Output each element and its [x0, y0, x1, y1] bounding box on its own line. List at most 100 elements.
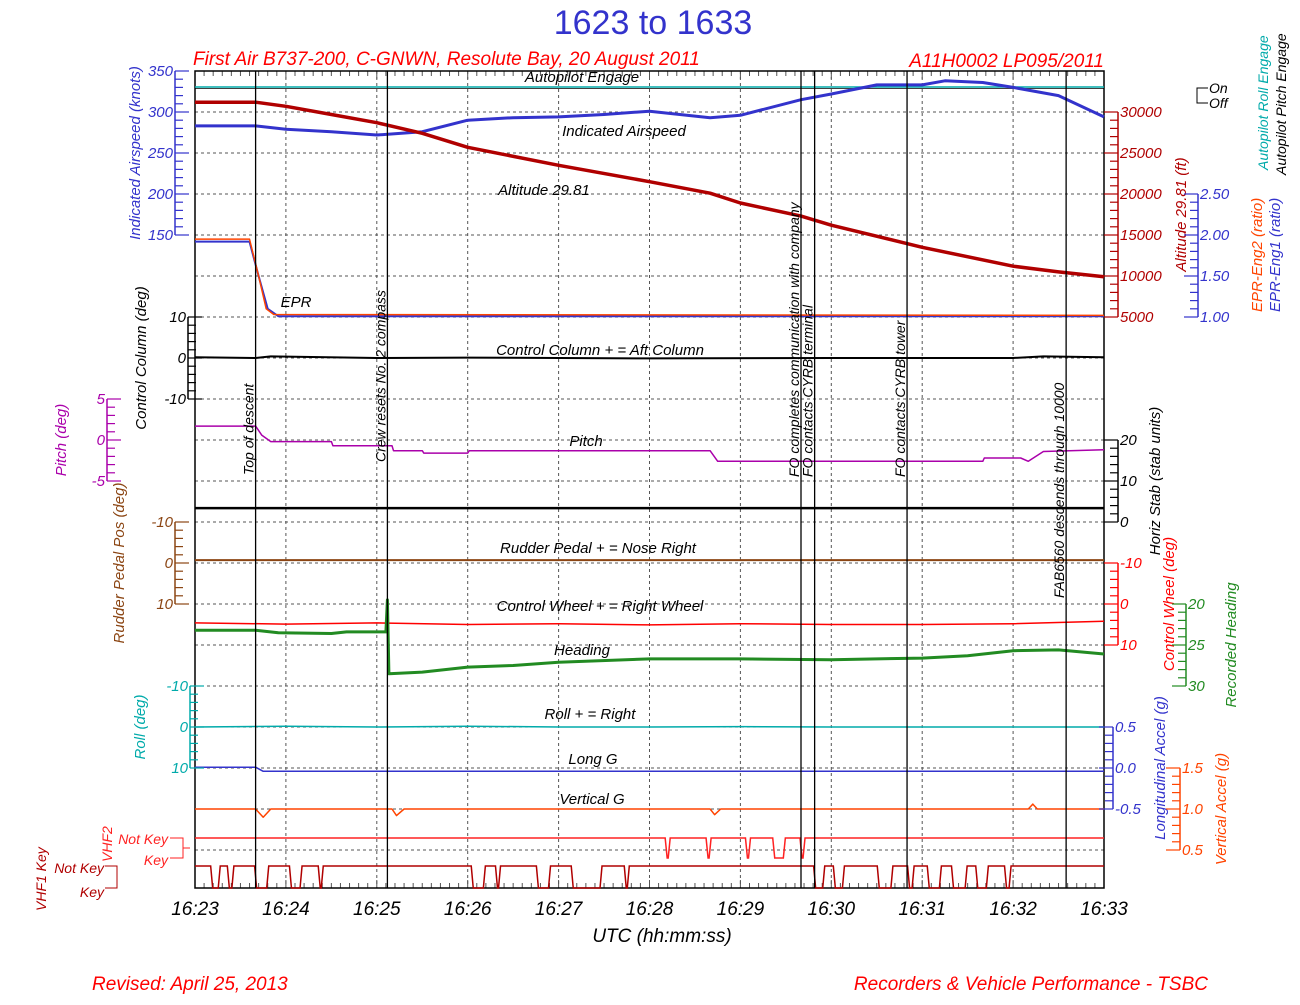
axis-column-tick-label: -10 — [164, 391, 186, 408]
x-tick-label: 16:26 — [444, 899, 492, 920]
axis-vhf2-bracket — [170, 837, 190, 859]
axis-pitch-tick-label: 5 — [97, 391, 106, 408]
series-epr-epr-eng2 — [195, 238, 1105, 317]
axis-vertg-tick-label: 0.5 — [1182, 842, 1204, 859]
axis-autopilot-pitch-title: Autopilot Pitch Engage — [1273, 33, 1289, 176]
axis-autopilot-roll-title: Autopilot Roll Engage — [1255, 35, 1271, 171]
axis-altitude-title: Altitude 29.81 (ft) — [1173, 157, 1190, 272]
series-roll — [194, 725, 1104, 728]
series-pitch — [195, 425, 1105, 463]
axis-stab-tick-label: 0 — [1120, 514, 1129, 531]
event-label: FO contacts CYRB terminal — [800, 304, 816, 477]
axis-airspeed-tick-label: 250 — [147, 145, 174, 162]
series-altitude — [195, 100, 1105, 279]
axis-pitch-tick-label: -5 — [92, 473, 106, 490]
axis-altitude-tick-label: 25000 — [1119, 145, 1162, 162]
event-layer: Top of descent Crew resets No. 2 compass F… — [241, 71, 1067, 888]
axis-airspeed-tick-label: 150 — [148, 227, 174, 244]
axis-rudder-tick-label: 0 — [165, 555, 174, 572]
axis-altitude-tick-label: 15000 — [1120, 227, 1162, 244]
series-label-wheel: Control Wheel + = Right Wheel — [497, 598, 704, 615]
axis-wheel-tick-label: 10 — [1120, 637, 1137, 654]
series-label-autopilot: Autopilot Engage — [524, 69, 639, 86]
axis-wheel-tick-label: 0 — [1120, 596, 1129, 613]
series-vertg — [195, 803, 1104, 818]
axis-airspeed-tick-label: 200 — [147, 186, 174, 203]
series-label-rudder: Rudder Pedal + = Nose Right — [500, 540, 697, 557]
axis-roll-tick-label: 10 — [171, 760, 188, 777]
axis-autopilot-on: On — [1209, 80, 1228, 96]
grid: 16:23 16:24 16:25 16:26 16:27 16:28 16:29 16:30… — [171, 70, 1128, 920]
axis-pitch-title: Pitch (deg) — [53, 404, 70, 477]
chart-subtitle-left: First Air B737-200, C-GNWN, Resolute Bay… — [193, 49, 700, 70]
x-tick-label: 16:33 — [1080, 899, 1128, 920]
series-label-vertg: Vertical G — [559, 791, 625, 808]
axis-vertg-title: Vertical Accel (g) — [1213, 753, 1230, 865]
axis-vhf1-notkey: Not Key — [54, 860, 105, 876]
axis-vhf2-title: VHF2 — [99, 826, 115, 862]
series-heading — [195, 598, 1105, 676]
axis-altitude-tick-label: 30000 — [1120, 104, 1162, 121]
chart-title: 1623 to 1633 — [554, 4, 753, 42]
axis-vhf1-key: Key — [80, 884, 105, 900]
series-label-roll: Roll + = Right — [545, 706, 637, 723]
event-label: FO contacts CYRB tower — [892, 319, 908, 477]
series-vhf1-key — [195, 865, 1104, 889]
x-axis-label: UTC (hh:mm:ss) — [592, 926, 731, 947]
axis-longg-title: Longitudinal Accel (g) — [1152, 696, 1169, 840]
axis-epr-eng1-title: EPR-Eng1 (ratio) — [1267, 198, 1284, 312]
footer-left: Revised: April 25, 2013 — [92, 974, 288, 995]
axis-stab-title: Horiz Stab (stab units) — [1147, 407, 1164, 555]
axis-roll-tick-label: -10 — [166, 678, 188, 695]
event-label: FO completes communication with company — [786, 201, 802, 477]
footer-right: Recorders & Vehicle Performance - TSBC — [854, 974, 1208, 995]
axis-column-tick-label: 0 — [178, 350, 187, 367]
axis-vhf2-key: Key — [144, 852, 169, 868]
axis-altitude-tick-label: 20000 — [1119, 186, 1162, 203]
axis-epr-tick-label: 2.00 — [1199, 227, 1230, 244]
series-wheel — [194, 620, 1105, 626]
axis-rudder-tick-label: -10 — [151, 514, 173, 531]
axis-longg-tick-label: 0.0 — [1115, 760, 1137, 777]
axis-altitude-tick-label: 5000 — [1120, 309, 1154, 326]
axis-epr-tick-label: 1.50 — [1200, 268, 1230, 285]
series-label-heading: Heading — [554, 642, 611, 659]
axis-stab-tick-label: 20 — [1119, 432, 1137, 449]
event-label: Crew resets No. 2 compass — [372, 290, 388, 462]
axis-altitude-tick-label: 10000 — [1120, 268, 1162, 285]
axis-roll-title: Roll (deg) — [132, 694, 149, 759]
chart-subtitle-right: A11H0002 LP095/2011 — [908, 51, 1104, 72]
axis-epr-eng2-title: EPR-Eng2 (ratio) — [1249, 198, 1266, 312]
series-label-longg: Long G — [568, 751, 618, 768]
series-layer — [194, 79, 1105, 889]
axis-column-tick-label: 10 — [169, 309, 186, 326]
x-tick-label: 16:27 — [535, 899, 584, 920]
event-label: Top of descent — [241, 383, 257, 475]
axis-stab-tick-label: 10 — [1120, 473, 1137, 490]
axis-airspeed-title: Indicated Airspeed (knots) — [127, 66, 144, 240]
x-tick-label: 16:23 — [171, 899, 219, 920]
x-tick-label: 16:28 — [626, 899, 674, 920]
axis-heading-tick-label: 25 — [1187, 637, 1205, 654]
axis-longg-tick-label: 0.5 — [1115, 719, 1137, 736]
axis-vhf1-bracket — [105, 865, 118, 889]
axis-pitch-tick-label: 0 — [97, 432, 106, 449]
axis-column-title: Control Column (deg) — [133, 286, 150, 429]
series-label-pitch: Pitch — [569, 433, 602, 450]
axis-heading-title: Recorded Heading — [1223, 582, 1240, 708]
axis-epr-tick-label: 1.00 — [1200, 309, 1230, 326]
series-column — [194, 355, 1105, 360]
axis-heading-tick-label: 30 — [1188, 678, 1205, 695]
x-tick-label: 16:30 — [808, 899, 856, 920]
series-label-epr: EPR — [281, 294, 312, 311]
axis-airspeed-tick-label: 300 — [148, 104, 174, 121]
x-tick-label: 16:31 — [898, 899, 946, 920]
x-tick-label: 16:25 — [353, 899, 401, 920]
event-label: FAB6560 descends through 10000 — [1051, 382, 1067, 598]
axis-vertg-tick-label: 1.0 — [1182, 801, 1204, 818]
series-label-airspeed: Indicated Airspeed — [562, 123, 686, 140]
axis-airspeed-tick-label: 350 — [148, 63, 174, 80]
series-label-altitude: Altitude 29.81 — [497, 182, 590, 199]
